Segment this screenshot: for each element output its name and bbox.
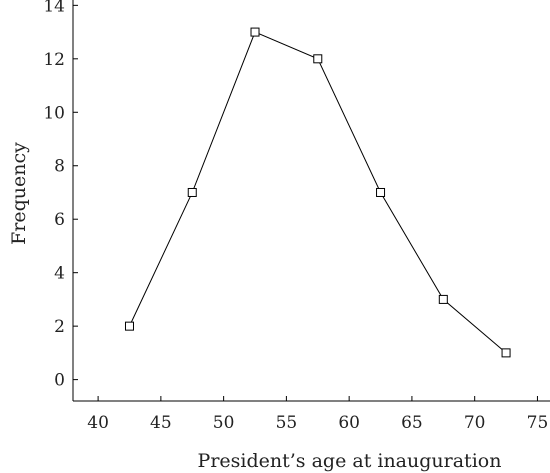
y-tick-label: 8	[54, 157, 65, 177]
data-point-marker	[187, 187, 197, 197]
y-tick-label: 4	[54, 264, 65, 284]
y-tick-label: 12	[43, 50, 65, 70]
y-tick-label: 14	[43, 0, 65, 16]
data-point-marker	[501, 348, 511, 358]
x-tick-label: 75	[527, 413, 549, 433]
x-tick-label: 55	[276, 413, 298, 433]
x-tick-label: 45	[150, 413, 172, 433]
y-tick-label: 6	[54, 210, 65, 230]
y-tick-label: 2	[54, 317, 65, 337]
y-tick-label: 10	[43, 103, 65, 123]
data-series	[124, 27, 511, 358]
x-tick-label: 60	[338, 413, 360, 433]
x-tick-label: 50	[213, 413, 235, 433]
x-tick-label: 65	[401, 413, 423, 433]
x-axis-title: President’s age at inauguration	[198, 450, 502, 472]
data-point-marker	[250, 27, 260, 37]
x-tick-label: 70	[464, 413, 486, 433]
data-point-marker	[376, 187, 386, 197]
data-point-marker	[313, 54, 323, 64]
y-tick-label: 0	[54, 371, 65, 391]
y-axis-title: Frequency	[8, 142, 30, 245]
axes	[72, 0, 550, 402]
data-point-marker	[124, 321, 134, 331]
ticks: 0 2 4 6 8 10 12 14 40 45 50 55 60 65 70 75	[43, 0, 548, 433]
x-tick-label: 40	[87, 413, 109, 433]
series-line	[129, 31, 507, 354]
data-point-marker	[438, 294, 448, 304]
